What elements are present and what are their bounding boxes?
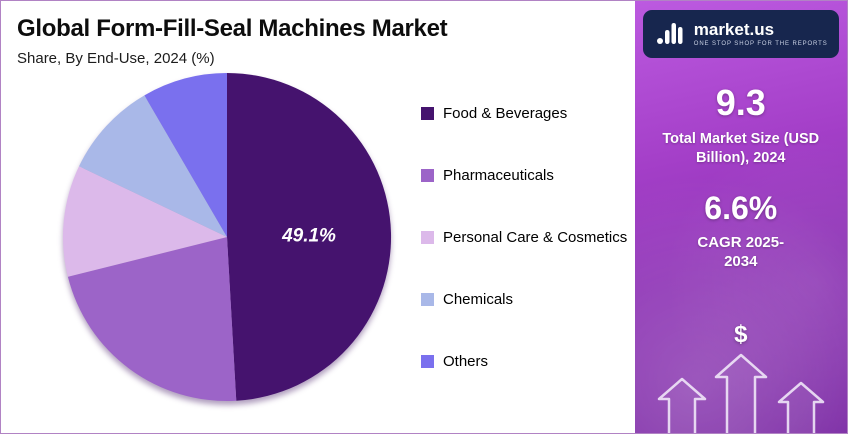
legend-swatch (421, 168, 434, 182)
legend-label: Personal Care & Cosmetics (443, 228, 628, 246)
legend-swatch (421, 292, 434, 306)
market-us-logo-icon (655, 17, 685, 52)
chart-subtitle: Share, By End-Use, 2024 (%) (17, 50, 215, 67)
legend-swatch (421, 354, 434, 368)
legend-item: Personal Care & Cosmetics (421, 229, 627, 246)
cagr-value: 6.6% (704, 189, 778, 226)
chart-panel: Global Form-Fill-Seal Machines Market Sh… (1, 1, 635, 433)
brand-panel: market.us ONE STOP SHOP FOR THE REPORTS … (634, 1, 847, 433)
legend-item: Pharmaceuticals (421, 167, 627, 184)
market-us-logo: market.us ONE STOP SHOP FOR THE REPORTS (642, 10, 839, 58)
legend-label: Pharmaceuticals (443, 166, 554, 184)
pie-slice-chemicals (79, 95, 227, 237)
pie-slice-others (144, 73, 227, 237)
page-title: Global Form-Fill-Seal Machines Market (17, 15, 448, 42)
legend-label: Chemicals (443, 290, 514, 308)
legend-item: Chemicals (421, 291, 627, 308)
pie-slice-food-beverages (227, 72, 392, 401)
legend: Food & Beverages Pharmaceuticals Personal … (421, 69, 627, 405)
legend-label: Others (443, 352, 489, 370)
legend-item: Others (421, 353, 627, 370)
arrow-up-icon (657, 377, 706, 433)
legend-swatch (421, 106, 434, 120)
arrow-up-icon (777, 381, 824, 433)
market-size-label: Total Market Size (USD Billion), 2024 (662, 131, 820, 166)
legend-swatch (421, 230, 434, 244)
logo-text: market.us ONE STOP SHOP FOR THE REPORTS (693, 19, 828, 48)
growth-arrows (657, 353, 824, 433)
pie-chart-wrap: 49.1% (59, 69, 395, 405)
brand-tagline: ONE STOP SHOP FOR THE REPORTS (693, 41, 828, 48)
brand-name: market.us (693, 19, 775, 39)
legend-item: Food & Beverages (421, 105, 627, 122)
arrow-up-icon (714, 353, 767, 433)
pie-slice-pharmaceuticals (67, 237, 237, 402)
cagr-label: CAGR 2025-2034 (697, 233, 785, 271)
pie-chart: 49.1% (62, 72, 392, 402)
dollar-icon: $ (734, 321, 748, 348)
legend-label: Food & Beverages (443, 104, 568, 122)
chart-body: 49.1% Food & Beverages Pharmaceuticals Per… (17, 69, 635, 405)
market-size-value: 9.3 (715, 82, 766, 123)
pie-slice-label: 49.1% (281, 226, 336, 247)
pie-slice-personal-care-cosmetics (62, 166, 228, 277)
